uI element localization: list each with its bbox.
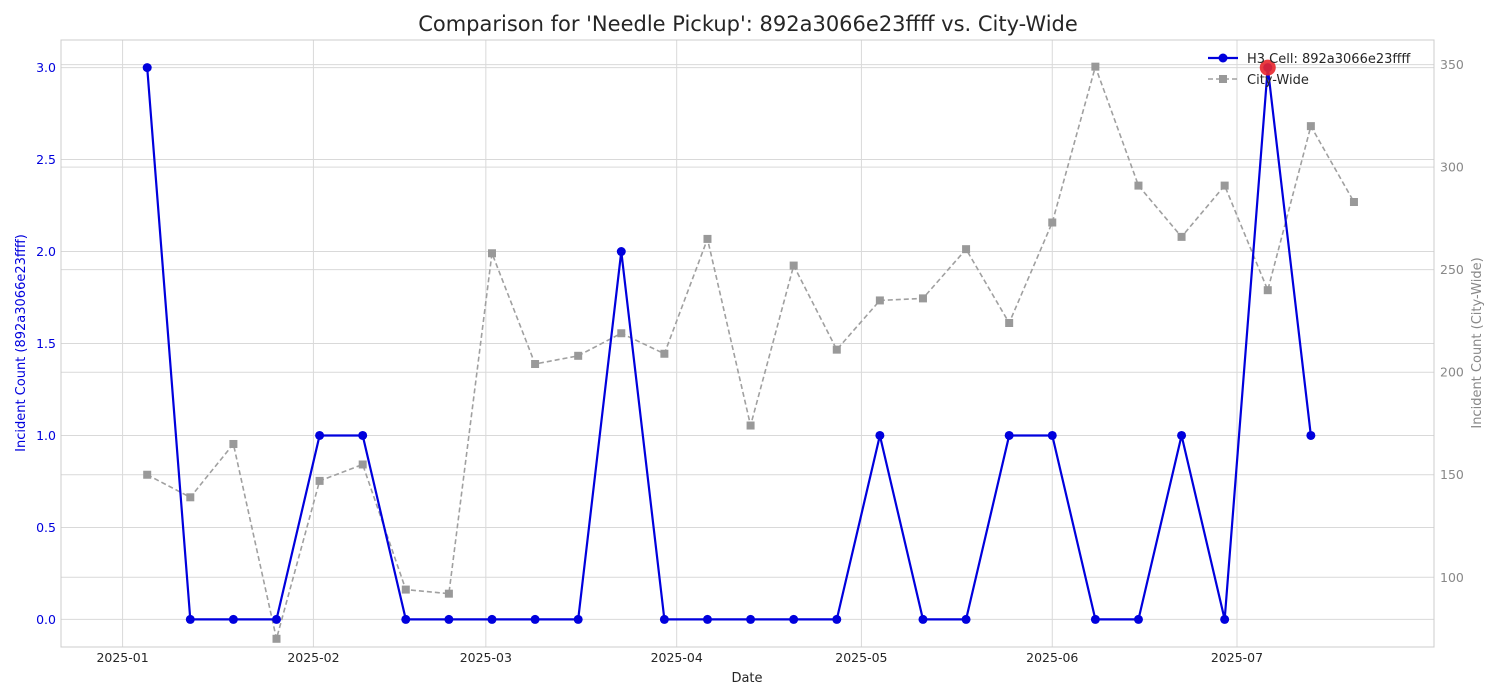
x-tick-label: 2025-04	[651, 650, 703, 665]
point-citywide	[1220, 181, 1229, 190]
point-citywide	[531, 360, 540, 369]
y-left-tick-label: 0.0	[36, 612, 56, 627]
point-citywide	[832, 345, 841, 354]
legend-marker-citywide	[1219, 75, 1227, 83]
point-h3	[789, 614, 799, 624]
point-citywide	[358, 460, 367, 469]
chart-title: Comparison for 'Needle Pickup': 892a3066…	[418, 12, 1078, 36]
x-tick-label: 2025-02	[287, 650, 339, 665]
y-right-tick-label: 300	[1440, 160, 1464, 175]
point-citywide	[1134, 181, 1143, 190]
point-citywide	[1349, 198, 1358, 207]
legend: H3 Cell: 892a3066e23ffff City-Wide	[1208, 52, 1411, 88]
point-h3	[142, 63, 152, 73]
point-h3	[1090, 614, 1100, 624]
point-citywide	[1177, 232, 1186, 241]
y-right-tick-label: 100	[1440, 570, 1464, 585]
y-left-tick-label: 1.0	[36, 428, 56, 443]
point-h3	[1177, 430, 1187, 440]
point-citywide	[186, 493, 195, 502]
point-h3	[358, 430, 368, 440]
point-h3	[918, 614, 928, 624]
x-tick-label: 2025-07	[1211, 650, 1263, 665]
point-citywide	[1091, 62, 1100, 71]
point-h3	[271, 614, 281, 624]
point-h3	[1004, 430, 1014, 440]
x-tick-label: 2025-06	[1026, 650, 1078, 665]
point-citywide	[703, 234, 712, 243]
point-citywide	[875, 296, 884, 305]
y-left-tick-label: 1.5	[36, 336, 56, 351]
y-right-tick-label: 200	[1440, 365, 1464, 380]
point-h3	[185, 614, 195, 624]
x-tick-label: 2025-03	[460, 650, 512, 665]
plot-frame	[60, 39, 1435, 648]
point-h3	[616, 247, 626, 257]
point-citywide	[1005, 318, 1014, 327]
point-h3	[961, 614, 971, 624]
point-h3	[487, 614, 497, 624]
point-h3	[530, 614, 540, 624]
point-h3	[875, 430, 885, 440]
point-citywide	[272, 634, 281, 643]
point-h3	[746, 614, 756, 624]
point-citywide	[315, 476, 324, 485]
point-h3	[702, 614, 712, 624]
y-right-tick-label: 250	[1440, 262, 1464, 277]
tick-labels: 2025-01 2025-02 2025-03 2025-04 2025-05 2025-…	[36, 57, 1464, 665]
point-citywide	[444, 589, 453, 598]
point-h3	[659, 614, 669, 624]
series-line-citywide	[146, 64, 1355, 640]
y-right-tick-label: 350	[1440, 57, 1464, 72]
point-citywide	[660, 349, 669, 358]
highlight-point	[1259, 59, 1276, 76]
point-citywide	[617, 329, 626, 338]
point-citywide	[918, 294, 927, 303]
point-h3	[444, 614, 454, 624]
x-tick-label: 2025-05	[835, 650, 887, 665]
point-citywide	[1263, 286, 1272, 295]
point-h3	[1306, 430, 1316, 440]
point-citywide	[229, 439, 238, 448]
series-layer	[142, 59, 1358, 643]
point-citywide	[789, 261, 798, 270]
point-citywide	[746, 421, 755, 430]
point-citywide	[487, 249, 496, 258]
point-h3	[315, 430, 325, 440]
grid	[61, 40, 1434, 647]
point-h3	[1047, 430, 1057, 440]
y-left-tick-label: 0.5	[36, 520, 56, 535]
point-h3	[228, 614, 238, 624]
point-citywide	[143, 470, 152, 479]
x-tick-label: 2025-01	[96, 650, 148, 665]
y-axis-left-title: Incident Count (892a3066e23ffff)	[14, 234, 29, 452]
point-citywide	[1048, 218, 1057, 227]
y-right-tick-label: 150	[1440, 467, 1464, 482]
series-line-h3	[146, 67, 1312, 621]
y-left-tick-label: 3.0	[36, 60, 56, 75]
point-citywide	[1306, 122, 1315, 131]
legend-label-citywide: City-Wide	[1247, 73, 1309, 88]
point-h3	[1220, 614, 1230, 624]
legend-label-h3: H3 Cell: 892a3066e23ffff	[1247, 52, 1411, 67]
point-citywide	[401, 585, 410, 594]
y-left-tick-label: 2.5	[36, 152, 56, 167]
legend-marker-h3	[1218, 53, 1228, 63]
point-citywide	[962, 245, 971, 254]
y-left-tick-label: 2.0	[36, 244, 56, 259]
x-axis-title: Date	[731, 671, 762, 686]
point-citywide	[574, 351, 583, 360]
point-h3	[573, 614, 583, 624]
point-h3	[832, 614, 842, 624]
y-axis-right-title: Incident Count (City-Wide)	[1470, 257, 1485, 428]
point-h3	[401, 614, 411, 624]
point-h3	[1133, 614, 1143, 624]
